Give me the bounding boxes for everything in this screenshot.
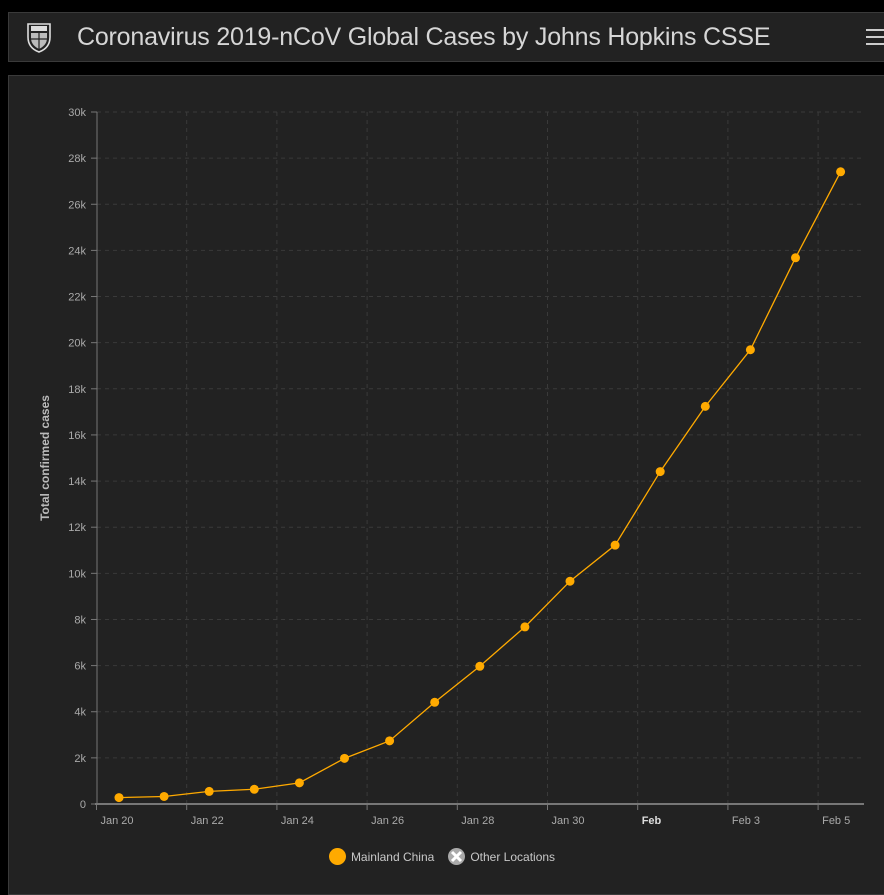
data-point[interactable]	[159, 791, 169, 801]
data-point[interactable]	[294, 778, 304, 788]
data-point[interactable]	[565, 576, 575, 586]
y-tick-label: 20k	[68, 338, 86, 350]
data-point[interactable]	[610, 540, 620, 550]
app-title: Coronavirus 2019-nCoV Global Cases by Jo…	[77, 23, 771, 51]
app-header: Coronavirus 2019-nCoV Global Cases by Jo…	[8, 12, 884, 62]
x-tick-label: Feb	[642, 815, 662, 827]
hamburger-menu-icon[interactable]	[866, 27, 884, 47]
grid	[97, 111, 862, 804]
y-tick-label: 0	[80, 799, 86, 811]
data-point[interactable]	[249, 784, 259, 794]
data-point[interactable]	[700, 401, 710, 411]
data-point[interactable]	[385, 736, 395, 746]
legend-label: Mainland China	[350, 849, 435, 864]
y-tick-label: 4k	[74, 707, 86, 719]
hidden-series-x-icon	[448, 848, 466, 865]
data-point[interactable]	[655, 467, 665, 477]
data-point[interactable]	[475, 661, 485, 671]
x-tick-label: Jan 28	[461, 815, 494, 827]
data-point[interactable]	[836, 167, 846, 177]
x-tick-label: Jan 26	[371, 815, 404, 827]
y-tick-label: 22k	[68, 292, 86, 304]
axes: 0 2k 4k 6k 8k 10k 12k 14k 16k 18k 20k 22k 24k 26k 28k 3…	[68, 107, 864, 827]
x-tick-label: Jan 24	[281, 815, 314, 827]
data-point[interactable]	[114, 793, 124, 803]
data-point[interactable]	[430, 697, 440, 707]
y-tick-label: 12k	[68, 522, 86, 534]
series-line	[118, 171, 842, 799]
data-point[interactable]	[791, 253, 800, 263]
x-tick-label: Feb 5	[822, 815, 850, 827]
y-tick-label: 6k	[74, 661, 86, 673]
data-point[interactable]	[520, 622, 530, 632]
y-tick-label: 24k	[68, 245, 86, 257]
x-tick-label: Feb 3	[732, 815, 760, 827]
y-tick-label: 26k	[68, 199, 86, 211]
x-tick-label: Jan 30	[552, 815, 585, 827]
y-tick-label: 10k	[68, 568, 86, 580]
x-tick-label: Jan 20	[101, 815, 134, 827]
y-tick-label: 8k	[74, 614, 86, 626]
cases-line-chart: 0 2k 4k 6k 8k 10k 12k 14k 16k 18k 20k 22k 24k 26k 28k 3…	[38, 107, 864, 827]
series-mainland-china	[114, 167, 846, 803]
y-tick-label: 18k	[68, 384, 86, 396]
y-tick-label: 2k	[74, 753, 86, 765]
y-tick-label: 28k	[68, 153, 86, 165]
x-tick-label: Jan 22	[191, 815, 224, 827]
y-tick-label: 14k	[68, 476, 86, 488]
chart-legend: Mainland China Other Locations	[0, 848, 884, 865]
legend-label: Other Locations	[470, 849, 556, 864]
legend-item-other-locations[interactable]: Other Locations	[448, 848, 555, 865]
jhu-shield-icon	[27, 23, 51, 53]
data-point[interactable]	[340, 753, 349, 763]
legend-marker-icon	[328, 848, 346, 865]
data-point[interactable]	[204, 786, 214, 796]
data-point[interactable]	[745, 345, 755, 355]
y-tick-label: 16k	[68, 430, 86, 442]
legend-item-mainland-china[interactable]: Mainland China	[328, 848, 435, 865]
y-tick-label: 30k	[68, 107, 86, 119]
y-axis-title: Total confirmed cases	[38, 395, 52, 521]
